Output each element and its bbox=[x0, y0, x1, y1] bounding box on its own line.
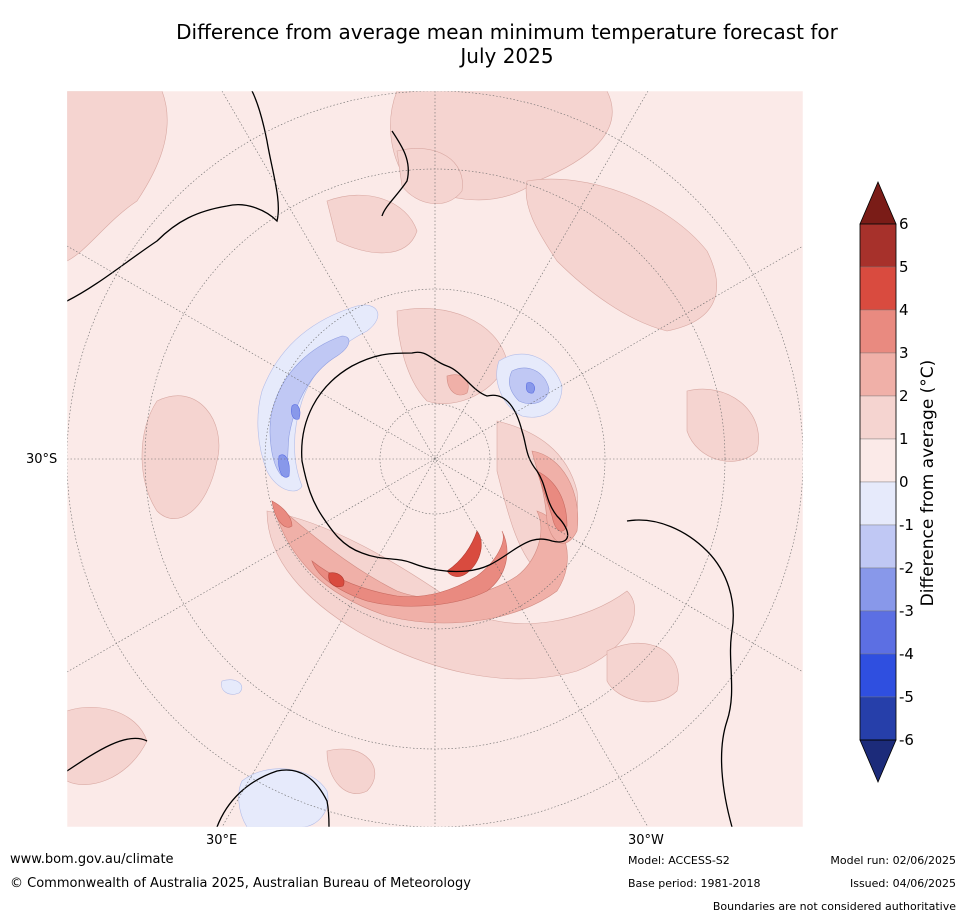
antarctica-coastline bbox=[301, 351, 569, 573]
graticule bbox=[67, 91, 803, 827]
colorbar-tick-label: -3 bbox=[899, 602, 914, 620]
colorbar-tick-label: -6 bbox=[899, 731, 914, 749]
colorbar-segment bbox=[859, 395, 897, 440]
colorbar-tick-label: 5 bbox=[899, 258, 909, 276]
colorbar-svg: 6 5 4 3 2 1 0 -1 -2 -3 -4 -5 -6 bbox=[859, 180, 914, 784]
chart-title: Difference from average mean minimum tem… bbox=[67, 20, 947, 68]
colorbar-tick-label: 0 bbox=[899, 473, 909, 491]
new-zealand-coastline bbox=[381, 130, 409, 217]
colorbar-label: Difference from average (°C) bbox=[918, 359, 938, 607]
colorbar-tick-label: -5 bbox=[899, 688, 914, 706]
colorbar-segment bbox=[859, 610, 897, 655]
colorbar-segment bbox=[859, 696, 897, 741]
colorbar-segment bbox=[859, 481, 897, 526]
colorbar-tick-label: 1 bbox=[899, 430, 909, 448]
lat-label-30s: 30°S bbox=[26, 452, 58, 467]
lon-label-30w: 30°W bbox=[628, 833, 664, 848]
anomaly-neg3-neg2-regions bbox=[278, 382, 535, 478]
anomaly-1-2-regions bbox=[67, 91, 759, 794]
map-svg bbox=[67, 91, 803, 827]
colorbar-segment bbox=[859, 567, 897, 612]
colorbar-tick-label: 3 bbox=[899, 344, 909, 362]
colorbar-over-triangle bbox=[859, 180, 897, 225]
colorbar-frame bbox=[859, 223, 897, 741]
africa-coastline bbox=[216, 769, 330, 827]
anomaly-4-5-regions bbox=[328, 530, 482, 588]
footer-disclaimer: Boundaries are not considered authoritat… bbox=[712, 900, 956, 913]
colorbar: 6 5 4 3 2 1 0 -1 -2 -3 -4 -5 -6 bbox=[840, 180, 965, 785]
colorbar-under-triangle bbox=[859, 739, 897, 784]
colorbar-segment bbox=[859, 223, 897, 268]
australia-coastline bbox=[67, 91, 280, 302]
chart-title-line1: Difference from average mean minimum tem… bbox=[176, 20, 838, 44]
anomaly-3-4-regions bbox=[271, 470, 568, 607]
colorbar-segment bbox=[859, 352, 897, 397]
footer-model-run: Model run: 02/06/2025 bbox=[830, 854, 956, 867]
colorbar-segment bbox=[859, 524, 897, 569]
colorbar-tick-label: -4 bbox=[899, 645, 914, 663]
footer-model: Model: ACCESS-S2 bbox=[628, 854, 730, 867]
footer-copyright: © Commonwealth of Australia 2025, Austra… bbox=[10, 876, 471, 891]
polar-map[interactable] bbox=[67, 91, 803, 827]
footer-website: www.bom.gov.au/climate bbox=[10, 852, 174, 867]
footer-base-period: Base period: 1981-2018 bbox=[628, 877, 761, 890]
colorbar-tick-label: -1 bbox=[899, 516, 914, 534]
chart-title-line2: July 2025 bbox=[460, 44, 554, 68]
colorbar-tick-label: 6 bbox=[899, 215, 909, 233]
madagascar-coastline bbox=[67, 737, 148, 772]
colorbar-tick-label: -2 bbox=[899, 559, 914, 577]
colorbar-tick-label: 4 bbox=[899, 301, 909, 319]
colorbar-segment bbox=[859, 438, 897, 483]
colorbar-segment bbox=[859, 309, 897, 354]
footer-issued: Issued: 04/06/2025 bbox=[849, 877, 956, 890]
colorbar-tick-label: 2 bbox=[899, 387, 909, 405]
south-america-coastline bbox=[626, 519, 734, 827]
lon-label-30e: 30°E bbox=[206, 833, 238, 848]
colorbar-segment bbox=[859, 266, 897, 311]
colorbar-segment bbox=[859, 653, 897, 698]
